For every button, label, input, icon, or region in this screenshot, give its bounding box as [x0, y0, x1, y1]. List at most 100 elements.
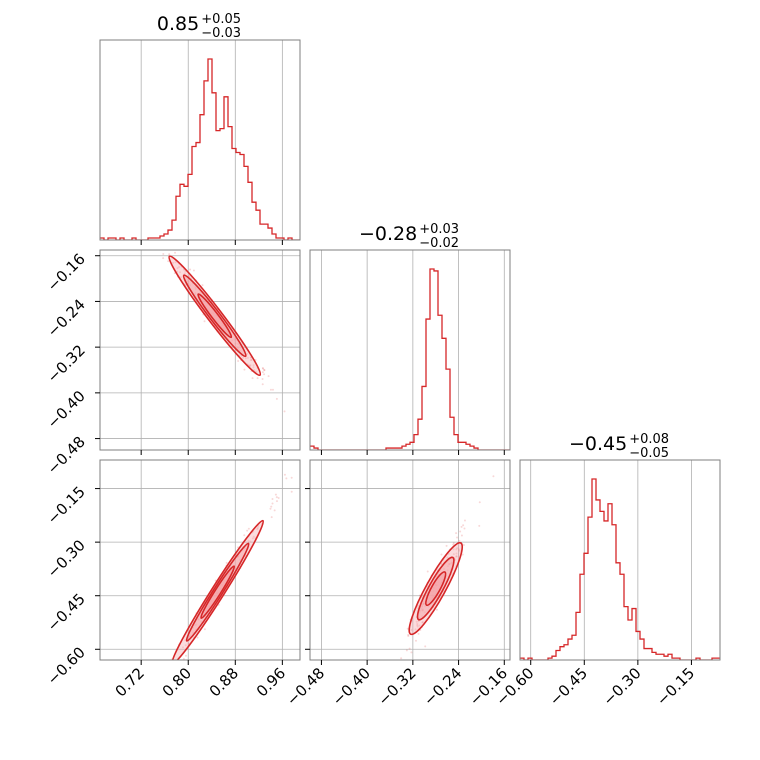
- scatter-point: [452, 553, 455, 556]
- scatter-point: [256, 377, 259, 380]
- scatter-point: [174, 261, 177, 264]
- title-plus: +0.05: [201, 12, 241, 27]
- scatter-point: [151, 697, 153, 699]
- scatter-point: [243, 534, 246, 537]
- scatter-point: [440, 553, 443, 556]
- scatter-point: [383, 672, 385, 674]
- scatter-point: [253, 369, 256, 372]
- y-tick-label: −0.40: [44, 387, 89, 432]
- scatter-point: [192, 269, 195, 272]
- scatter-point: [392, 664, 394, 666]
- x-tick-label: −0.30: [599, 664, 644, 709]
- panel-frame: [309, 249, 511, 451]
- grid-lines: [310, 460, 510, 660]
- scatter-point: [184, 654, 187, 657]
- title-minus: −0.02: [419, 236, 459, 251]
- scatter-point: [150, 702, 152, 704]
- grid-lines: [100, 460, 300, 660]
- scatter-point: [274, 493, 277, 496]
- scatter-point: [261, 371, 264, 374]
- scatter-point: [455, 555, 458, 558]
- scatter-point: [460, 525, 463, 528]
- scatter-point: [249, 364, 252, 367]
- histogram-2: [520, 478, 720, 660]
- scatter-point: [410, 651, 413, 654]
- grid-lines: [140, 40, 283, 240]
- scatter-point: [459, 530, 462, 533]
- scatter-point: [168, 253, 171, 256]
- scatter-point: [162, 252, 165, 255]
- x-tick-label: 0.72: [112, 664, 148, 700]
- scatter-point: [252, 366, 255, 369]
- histogram-1: [310, 268, 510, 450]
- title-plus: +0.08: [629, 432, 669, 447]
- scatter-point: [263, 368, 266, 371]
- scatter-point: [414, 628, 417, 631]
- contour-level-2: [200, 565, 236, 619]
- scatter-point: [167, 260, 170, 263]
- scatter-point: [148, 229, 150, 231]
- scatter-point: [189, 268, 192, 271]
- scatter-point: [271, 388, 274, 391]
- scatter-point: [416, 625, 419, 628]
- scatter-point: [452, 542, 455, 545]
- scatter-point: [410, 628, 413, 631]
- scatter-point: [151, 243, 153, 245]
- panel-title-0: 0.85 +0.05−0.03: [157, 12, 241, 41]
- x-tick-label: −0.15: [653, 664, 698, 709]
- title-median: 0.85: [157, 13, 199, 35]
- scatter-point: [168, 671, 170, 673]
- scatter-point: [271, 502, 274, 505]
- scatter-point: [261, 378, 264, 381]
- y-tick-label: −0.60: [44, 643, 89, 688]
- scatter-point: [269, 388, 272, 391]
- scatter-point: [406, 627, 409, 630]
- scatter-point: [184, 270, 187, 273]
- grid-lines: [100, 250, 300, 450]
- panel-frame: [519, 459, 721, 661]
- scatter-point: [417, 632, 420, 635]
- title-minus: −0.03: [201, 26, 241, 41]
- scatter-point: [273, 509, 276, 512]
- scatter-point: [121, 740, 123, 742]
- scatter-point: [163, 241, 165, 243]
- scatter-point: [452, 543, 455, 546]
- histogram-0: [100, 58, 300, 240]
- title-plus: +0.03: [419, 222, 459, 237]
- scatter-point: [394, 671, 396, 673]
- scatter-point: [277, 497, 280, 500]
- scatter-point: [146, 217, 148, 219]
- scatter-point: [138, 208, 140, 210]
- scatter-point: [455, 532, 458, 535]
- scatter-point: [400, 657, 403, 660]
- scatter-point: [175, 660, 177, 662]
- scatter-point: [178, 265, 181, 268]
- scatter-point: [160, 247, 162, 249]
- scatter-point: [421, 621, 424, 624]
- contour-level-2: [197, 293, 233, 339]
- scatter-point: [283, 410, 286, 413]
- scatter-point: [252, 364, 255, 367]
- scatter-point: [261, 383, 264, 386]
- scatter-point: [163, 677, 165, 679]
- scatter-point: [405, 649, 408, 652]
- panel-1-1: −0.28 +0.03−0.02: [309, 222, 511, 455]
- x-tick-label: −0.32: [374, 664, 419, 709]
- scatter-point: [418, 624, 421, 627]
- scatter-point: [203, 320, 206, 323]
- scatter-point: [455, 552, 458, 555]
- panel-content: [520, 478, 720, 660]
- scatter-point: [263, 369, 266, 372]
- y-tick-label: −0.16: [44, 250, 89, 295]
- panel-frame: [309, 459, 511, 661]
- scatter-point: [169, 671, 171, 673]
- scatter-point: [275, 500, 278, 503]
- scatter-point: [243, 368, 246, 371]
- y-tick-label: −0.30: [44, 536, 89, 581]
- scatter-point: [172, 261, 175, 264]
- scatter-point: [179, 271, 182, 274]
- scatter-point: [157, 242, 159, 244]
- scatter-point: [244, 357, 247, 360]
- scatter-point: [275, 496, 278, 499]
